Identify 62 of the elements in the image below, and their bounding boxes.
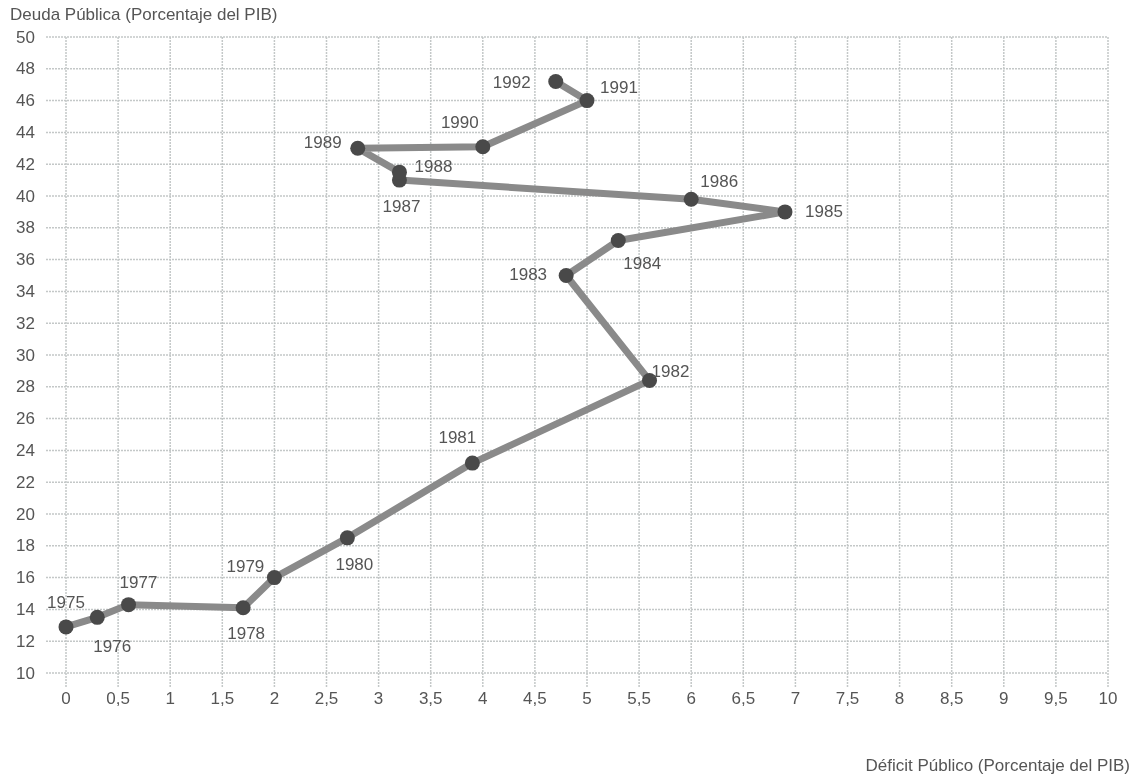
x-tick-label: 8 <box>894 689 905 708</box>
annotation: 1975 <box>47 593 85 613</box>
annotation: 1985 <box>805 202 843 222</box>
x-tick-label: 0 <box>61 689 71 708</box>
y-tick-label: 12 <box>16 631 35 651</box>
x-tick-label: 6 <box>686 689 696 708</box>
x-tick-label: 9,5 <box>1044 689 1068 708</box>
y-tick-label: 26 <box>16 409 35 429</box>
annotation: 1982 <box>651 361 690 381</box>
x-tick-label: 8,5 <box>939 689 964 708</box>
annotation: 1983 <box>509 265 548 284</box>
x-tick-label: 5 <box>582 689 592 708</box>
y-tick-label: 32 <box>16 313 35 333</box>
x-tick-label: 9 <box>999 689 1009 708</box>
y-tick-label: 22 <box>16 472 35 492</box>
x-tick-label: 3 <box>373 689 384 708</box>
y-tick-label: 38 <box>16 218 35 238</box>
x-tick-label: 6,5 <box>731 689 756 708</box>
annotation: 1986 <box>700 171 739 191</box>
y-axis-title: Deuda Pública (Porcentaje del PIB) <box>10 4 278 24</box>
y-tick-label: 14 <box>16 599 35 619</box>
y-tick-label: 16 <box>16 568 35 588</box>
x-tick-label: 0,5 <box>106 689 130 708</box>
y-tick-label: 28 <box>16 377 35 397</box>
annotation: 1976 <box>93 636 132 656</box>
annotation: 1977 <box>119 573 158 593</box>
y-tick-label: 24 <box>16 440 35 460</box>
x-tick-label: 1,5 <box>210 689 235 708</box>
annotation: 1979 <box>226 557 265 577</box>
annotation: 1978 <box>227 624 266 644</box>
y-tick-label: 46 <box>16 91 35 111</box>
annotation: 1987 <box>382 196 421 216</box>
x-tick-label: 4 <box>478 689 488 708</box>
y-tick-label: 34 <box>16 281 35 301</box>
x-tick-label: 2,5 <box>314 689 339 708</box>
x-tick-label: 7,5 <box>835 689 860 708</box>
annotation: 1980 <box>335 555 374 575</box>
y-tick-label: 48 <box>16 59 35 79</box>
y-tick-label: 10 <box>16 663 35 683</box>
y-tick-label: 44 <box>16 122 35 142</box>
annotation: 1990 <box>440 113 479 133</box>
x-tick-label: 2 <box>269 689 280 708</box>
x-tick-label: 5,5 <box>627 689 651 708</box>
x-tick-label: 7 <box>790 689 801 708</box>
x-tick-label: 10 <box>1098 689 1118 708</box>
annotation: 1988 <box>414 156 453 176</box>
y-tick-label: 36 <box>16 250 35 270</box>
annotation: 1984 <box>623 254 662 274</box>
y-tick-label: 50 <box>16 27 35 47</box>
y-tick-label: 40 <box>16 186 35 206</box>
x-axis-title: Déficit Público (Porcentaje del PIB) <box>865 755 1130 775</box>
y-tick-label: 42 <box>16 154 35 174</box>
annotation: 1989 <box>303 132 342 152</box>
y-tick-label: 30 <box>16 345 35 365</box>
x-tick-label: 4,5 <box>523 689 547 708</box>
y-tick-label: 18 <box>16 536 35 556</box>
x-tick-label: 3,5 <box>418 689 443 708</box>
annotation: 1992 <box>492 73 531 93</box>
y-tick-label: 20 <box>16 504 35 524</box>
annotation: 1991 <box>600 78 638 98</box>
annotation: 1981 <box>438 427 477 447</box>
x-tick-label: 1 <box>165 689 175 708</box>
